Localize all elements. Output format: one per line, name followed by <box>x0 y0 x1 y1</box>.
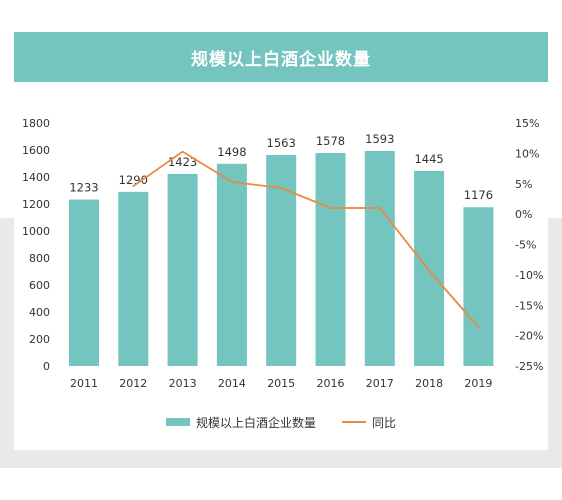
x-tick-label: 2018 <box>415 377 443 390</box>
y2-tick-label: -20% <box>515 330 543 343</box>
y2-tick-label: -10% <box>515 269 543 282</box>
data-label: 1423 <box>168 155 197 169</box>
y2-tick-label: 10% <box>515 147 539 160</box>
bar <box>118 191 149 366</box>
y-tick-label: 1000 <box>22 225 50 238</box>
y-tick-label: 600 <box>29 279 50 292</box>
x-tick-label: 2013 <box>169 377 197 390</box>
legend: 规模以上白酒企业数量 同比 <box>0 412 562 432</box>
y-tick-label: 1800 <box>22 117 50 130</box>
bar <box>364 150 395 366</box>
data-label: 1176 <box>464 188 493 202</box>
y-tick-label: 200 <box>29 333 50 346</box>
data-label: 1593 <box>365 132 394 146</box>
bar <box>69 199 99 366</box>
data-label: 1498 <box>217 145 246 159</box>
y-tick-label: 400 <box>29 306 50 319</box>
chart-title: 规模以上白酒企业数量 <box>14 32 548 82</box>
y2-tick-label: -25% <box>515 360 543 373</box>
data-label: 1445 <box>414 152 443 166</box>
bar <box>315 152 346 366</box>
data-label: 1233 <box>69 181 98 195</box>
bar <box>167 173 198 366</box>
x-tick-label: 2019 <box>464 377 492 390</box>
y2-tick-label: -5% <box>515 239 536 252</box>
data-label: 1290 <box>119 173 148 187</box>
bar <box>414 170 445 366</box>
y-tick-label: 800 <box>29 252 50 265</box>
y2-tick-label: 15% <box>515 117 539 130</box>
bar <box>463 207 494 366</box>
legend-item-bar: 规模以上白酒企业数量 <box>165 414 316 431</box>
legend-bar-label: 规模以上白酒企业数量 <box>195 415 316 430</box>
y2-tick-label: 0% <box>515 208 532 221</box>
y-tick-label: 1400 <box>22 171 50 184</box>
y2-tick-label: -15% <box>515 299 543 312</box>
yoy-series-line <box>132 150 480 329</box>
y-tick-label: 1200 <box>22 198 50 211</box>
bar <box>266 154 297 366</box>
legend-line-swatch <box>342 421 366 423</box>
legend-line-label: 同比 <box>372 415 397 430</box>
data-label: 1563 <box>267 136 296 150</box>
data-label: 1578 <box>316 134 345 148</box>
x-tick-label: 2016 <box>317 377 345 390</box>
legend-bar-swatch <box>165 418 190 426</box>
y2-tick-label: 5% <box>515 178 532 191</box>
x-tick-label: 2017 <box>366 377 394 390</box>
x-tick-label: 2012 <box>119 377 147 390</box>
y-tick-label: 1600 <box>22 144 50 157</box>
x-tick-label: 2011 <box>70 377 98 390</box>
x-tick-label: 2014 <box>218 377 246 390</box>
legend-item-line: 同比 <box>342 414 396 431</box>
bar <box>216 163 247 366</box>
y-tick-label: 0 <box>43 360 50 373</box>
x-tick-label: 2015 <box>267 377 295 390</box>
